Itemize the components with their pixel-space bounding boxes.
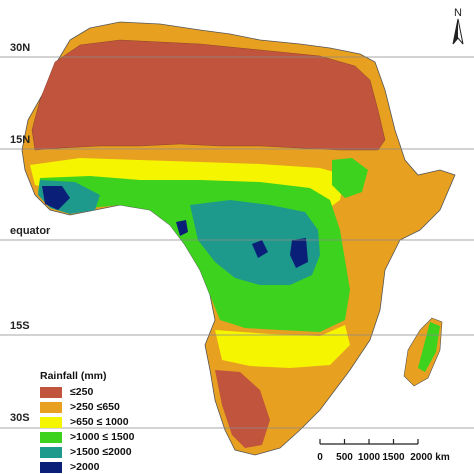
cameroon-very-wet: [176, 220, 188, 236]
scale-bar: 0 500 1000 1500 2000 km: [317, 439, 450, 463]
north-arrow-label: N: [454, 7, 462, 19]
lat-label-15s: 15S: [10, 320, 30, 332]
legend-swatch-2: [40, 401, 62, 413]
legend-swatch-5: [40, 446, 62, 458]
legend-swatch-3: [40, 416, 62, 428]
legend-item-3: >650 ≤ 1000: [40, 416, 129, 428]
north-arrow-icon: N: [452, 7, 464, 45]
guinea-coast-very-wet: [42, 186, 70, 210]
scale-label-0: 0: [317, 452, 323, 463]
legend-label-6: >2000: [70, 461, 100, 473]
legend-label-5: >1500 ≤2000: [70, 446, 132, 458]
legend-item-2: >250 ≤650: [40, 401, 120, 413]
southwest-arid-zone: [215, 370, 270, 448]
congo-very-wet-1: [290, 238, 308, 268]
sahara-arid-zone: [31, 39, 386, 151]
legend-item-4: >1000 ≤ 1500: [40, 431, 134, 443]
latitude-gridlines: [0, 56, 474, 429]
legend-item-1: ≤250: [40, 386, 93, 398]
legend-swatch-1: [40, 386, 62, 398]
congo-very-wet-2: [252, 240, 268, 258]
legend-swatch-6: [40, 461, 62, 473]
scale-label-500: 500: [336, 452, 353, 463]
madagascar-humid: [418, 322, 440, 372]
scale-label-2000: 2000 km: [410, 452, 450, 463]
legend-item-6: >2000: [40, 461, 100, 473]
legend-label-4: >1000 ≤ 1500: [70, 431, 135, 443]
scale-label-1000: 1000: [358, 452, 381, 463]
southern-yellow-band: [215, 325, 350, 368]
ethiopian-highlands: [332, 158, 368, 198]
lat-label-30n: 30N: [10, 42, 31, 54]
congo-wet-zone: [190, 200, 320, 285]
legend-title: Rainfall (mm): [40, 370, 107, 382]
legend-swatch-4: [40, 431, 62, 443]
lat-label-30s: 30S: [10, 412, 30, 424]
legend-label-1: ≤250: [70, 386, 94, 398]
lat-label-equator: equator: [10, 225, 51, 237]
scale-label-1500: 1500: [382, 452, 405, 463]
legend-item-5: >1500 ≤2000: [40, 446, 132, 458]
lat-label-15n: 15N: [10, 134, 31, 146]
legend-label-3: >650 ≤ 1000: [70, 416, 129, 428]
legend-label-2: >250 ≤650: [70, 401, 120, 413]
